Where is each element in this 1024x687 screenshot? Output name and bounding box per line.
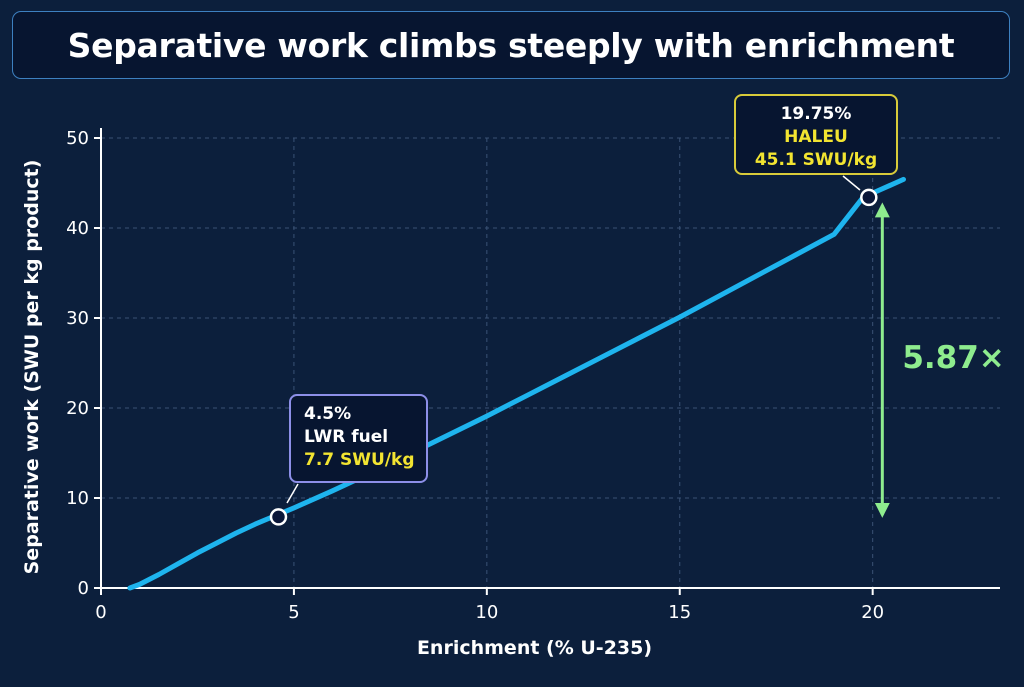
y-tick-label: 20 bbox=[66, 398, 89, 419]
annotation-text: 7.7 SWU/kg bbox=[304, 450, 415, 470]
y-tick-label: 10 bbox=[66, 488, 89, 509]
annotation-text: 4.5% bbox=[304, 404, 351, 424]
annotation-box bbox=[289, 394, 428, 483]
y-axis-title: Separative work (SWU per kg product) bbox=[21, 160, 43, 575]
x-tick-label: 5 bbox=[288, 602, 299, 623]
annotation-text: HALEU bbox=[784, 127, 848, 147]
ratio-label: 5.87× bbox=[902, 340, 1004, 376]
y-tick-label: 50 bbox=[66, 128, 89, 149]
x-axis-title: Enrichment (% U-235) bbox=[417, 637, 652, 659]
y-tick-label: 0 bbox=[78, 578, 89, 599]
annotation-text: LWR fuel bbox=[304, 427, 388, 447]
y-tick-label: 40 bbox=[66, 218, 89, 239]
x-tick-label: 20 bbox=[861, 602, 884, 623]
chart-title: Separative work climbs steeply with enri… bbox=[67, 25, 955, 65]
annotation-box bbox=[734, 94, 898, 175]
annotation-text: 19.75% bbox=[781, 104, 852, 124]
x-tick-label: 15 bbox=[668, 602, 691, 623]
title-banner: Separative work climbs steeply with enri… bbox=[12, 11, 1010, 79]
x-tick-label: 10 bbox=[475, 602, 498, 623]
x-tick-label: 0 bbox=[95, 602, 106, 623]
data-point bbox=[860, 188, 878, 207]
y-tick-label: 30 bbox=[66, 308, 89, 329]
annotation-text: 45.1 SWU/kg bbox=[755, 150, 877, 170]
annotation-leader bbox=[286, 483, 299, 504]
series-line bbox=[127, 176, 906, 591]
data-point bbox=[269, 508, 288, 526]
annotation-leader bbox=[842, 175, 861, 191]
